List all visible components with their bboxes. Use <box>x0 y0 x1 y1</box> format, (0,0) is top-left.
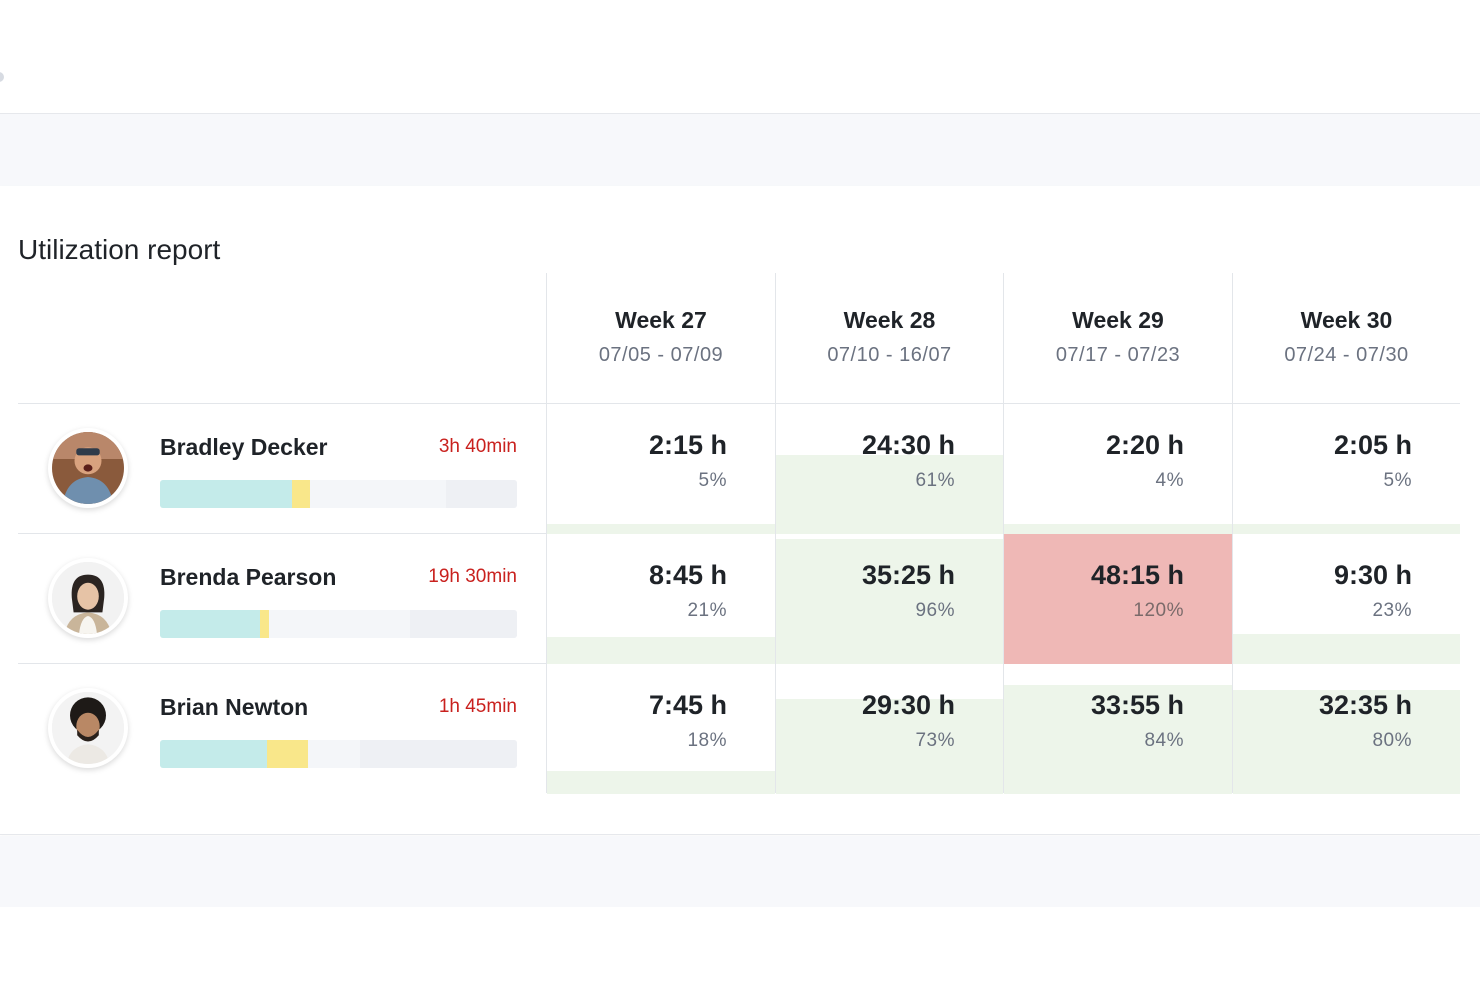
week-cell[interactable]: 29:30 h 73% <box>776 664 1003 794</box>
utilization-fill <box>1004 684 1232 794</box>
week-name: Week 29 <box>1072 307 1164 333</box>
tracked-hours: 35:25 h <box>861 560 955 590</box>
utilization-percent: 80% <box>1372 730 1412 751</box>
week-cell[interactable]: 2:15 h 5% <box>547 404 775 534</box>
person-row[interactable]: Brenda Pearson 19h 30min <box>18 534 546 664</box>
week-date-range: 07/17 - 07/23 <box>1055 344 1181 366</box>
utilization-percent: 5% <box>1383 470 1412 491</box>
person-name: Brian Newton <box>160 694 309 720</box>
toolbar-band <box>0 114 1480 186</box>
person-photo-icon <box>52 692 124 764</box>
person-row[interactable]: Brian Newton 1h 45min <box>18 664 546 794</box>
utilization-fill <box>1004 534 1232 664</box>
tracked-hours: 48:15 h <box>1090 560 1184 590</box>
week-cell[interactable]: 24:30 h 61% <box>776 404 1003 534</box>
tracked-hours: 2:20 h <box>1105 430 1184 460</box>
week-date-range: 07/24 - 07/30 <box>1284 344 1409 366</box>
utilization-fill <box>547 770 775 794</box>
tracked-hours: 8:45 h <box>648 560 727 590</box>
week-cell[interactable]: 32:35 h 80% <box>1233 664 1460 794</box>
week-cell[interactable]: 7:45 h 18% <box>547 664 775 794</box>
tracked-hours: 33:55 h <box>1090 690 1184 720</box>
tracked-hours: 9:30 h <box>1333 560 1412 590</box>
tracked-hours: 2:15 h <box>648 430 727 460</box>
person-row[interactable]: Bradley Decker 3h 40min <box>18 404 546 534</box>
unscheduled-segment <box>359 740 517 768</box>
utilization-bar <box>160 480 517 508</box>
utilization-fill <box>547 523 775 534</box>
footer-band <box>0 836 1480 907</box>
week-date-range: 07/05 - 07/09 <box>598 344 724 366</box>
utilization-fill <box>776 539 1003 664</box>
week-header: Week 30 07/24 - 07/30 <box>1233 273 1460 403</box>
top-area <box>0 0 1480 114</box>
billable-segment <box>160 480 293 508</box>
week-header: Week 28 07/10 - 16/07 <box>776 273 1003 403</box>
tracked-hours: 2:05 h <box>1333 430 1412 460</box>
utilization-percent: 84% <box>1144 730 1184 751</box>
utilization-fill <box>547 636 775 664</box>
utilization-fill <box>776 454 1003 534</box>
utilization-bar <box>160 610 517 638</box>
week-name: Week 27 <box>615 307 707 333</box>
avatar <box>48 688 128 768</box>
report-title: Utilization report <box>18 234 221 265</box>
week-cell[interactable]: 33:55 h 84% <box>1004 664 1232 794</box>
utilization-fill <box>1233 690 1460 794</box>
utilization-percent: 73% <box>915 730 955 751</box>
utilization-percent: 96% <box>915 600 955 621</box>
week-cell[interactable]: 2:05 h 5% <box>1233 404 1460 534</box>
week-header: Week 27 07/05 - 07/09 <box>547 273 775 403</box>
unscheduled-segment <box>445 480 517 508</box>
overtime-label: 1h 45min <box>438 696 517 717</box>
utilization-fill <box>1004 523 1232 534</box>
non-billable-segment <box>292 480 310 508</box>
non-billable-segment <box>267 740 309 768</box>
non-billable-segment <box>259 610 269 638</box>
utilization-percent: 4% <box>1155 470 1184 491</box>
tracked-hours: 7:45 h <box>648 690 727 720</box>
week-cell[interactable]: 2:20 h 4% <box>1004 404 1232 534</box>
tracked-hours: 29:30 h <box>861 690 955 720</box>
utilization-percent: 5% <box>698 470 727 491</box>
edge-dot <box>0 72 4 82</box>
person-name: Brenda Pearson <box>160 564 337 590</box>
avatar <box>48 428 128 508</box>
person-name: Bradley Decker <box>160 434 328 460</box>
utilization-percent: 21% <box>687 600 727 621</box>
utilization-fill <box>1233 523 1460 534</box>
utilization-table: Week 27 07/05 - 07/09 Week 28 07/10 - 16… <box>18 273 1460 794</box>
utilization-percent: 23% <box>1372 600 1412 621</box>
utilization-fill <box>776 699 1003 794</box>
unscheduled-segment <box>409 610 517 638</box>
week-header: Week 29 07/17 - 07/23 <box>1004 273 1232 403</box>
week-name: Week 30 <box>1300 307 1393 333</box>
person-photo-icon <box>52 432 124 504</box>
billable-segment <box>160 740 268 768</box>
week-name: Week 28 <box>843 307 936 333</box>
utilization-fill <box>1233 634 1460 664</box>
utilization-percent: 61% <box>915 470 955 491</box>
week-cell[interactable]: 8:45 h 21% <box>547 534 775 664</box>
row-divider <box>18 403 1460 404</box>
billable-segment <box>160 610 260 638</box>
overtime-label: 19h 30min <box>428 566 517 587</box>
utilization-percent: 18% <box>687 730 727 751</box>
overtime-label: 3h 40min <box>438 436 517 457</box>
tracked-hours: 24:30 h <box>861 430 955 460</box>
utilization-bar <box>160 740 517 768</box>
utilization-percent: 120% <box>1133 600 1184 621</box>
week-cell[interactable]: 48:15 h 120% <box>1004 534 1232 664</box>
week-cell[interactable]: 9:30 h 23% <box>1233 534 1460 664</box>
person-photo-icon <box>52 562 124 634</box>
week-cell[interactable]: 35:25 h 96% <box>776 534 1003 664</box>
tracked-hours: 32:35 h <box>1318 690 1412 720</box>
avatar <box>48 558 128 638</box>
week-date-range: 07/10 - 16/07 <box>827 344 952 366</box>
